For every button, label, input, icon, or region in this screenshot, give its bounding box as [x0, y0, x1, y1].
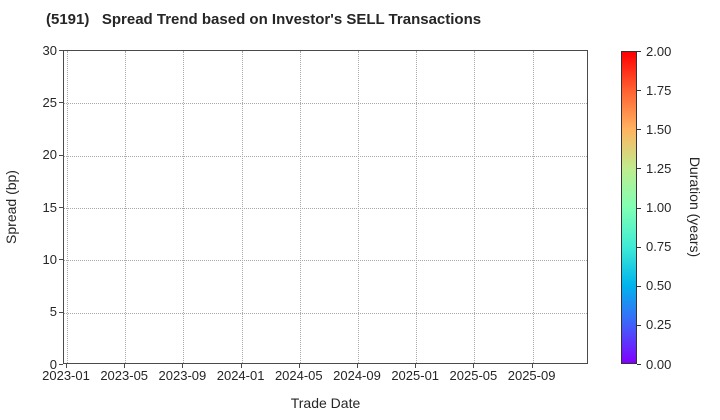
colorbar-tick-label: 0.75	[646, 239, 672, 255]
x-tick-label: 2023-09	[158, 368, 207, 383]
x-gridline	[67, 51, 68, 363]
colorbar-tick-label: 2.00	[646, 43, 672, 59]
colorbar-tick-label: 0.50	[646, 278, 672, 294]
y-tick-label: 15	[42, 199, 57, 215]
colorbar-tick-label: 1.25	[646, 160, 672, 176]
y-gridline	[64, 312, 587, 314]
y-tick-label: 20	[42, 147, 57, 163]
y-tick-mark	[59, 364, 63, 365]
y-gridline	[64, 155, 587, 157]
colorbar-tick-mark	[637, 168, 641, 170]
y-tick-mark	[59, 259, 63, 261]
x-tick-mark	[298, 364, 300, 368]
x-tick-mark	[66, 364, 67, 368]
colorbar-tick-mark	[637, 324, 641, 326]
x-tick-mark	[357, 364, 358, 368]
y-tick-mark	[59, 50, 63, 51]
x-gridline	[532, 51, 534, 363]
y-tick-label: 30	[42, 42, 57, 58]
x-gridline	[241, 51, 243, 363]
y-tick-label: 0	[49, 356, 57, 372]
x-tick-label: 2025-09	[507, 368, 556, 383]
chart-title: (5191) Spread Trend based on Investor's …	[46, 11, 482, 28]
x-tick-label: 2024-05	[274, 368, 323, 383]
x-gridline	[183, 51, 185, 363]
colorbar-tick-mark	[637, 207, 641, 209]
colorbar-tick-label: 0.00	[646, 356, 672, 372]
y-tick-mark	[59, 311, 63, 313]
y-tick-mark	[59, 102, 63, 104]
colorbar-tick-label: 1.50	[646, 121, 672, 137]
x-tick-mark	[240, 364, 242, 368]
y-tick-mark	[59, 207, 63, 208]
x-tick-label: 2024-01	[216, 368, 265, 383]
x-gridline	[299, 51, 301, 363]
colorbar-tick-mark	[637, 285, 641, 287]
colorbar-tick-label: 0.25	[646, 317, 672, 333]
colorbar	[621, 51, 637, 364]
x-tick-mark	[415, 364, 417, 368]
colorbar-tick-label: 1.75	[646, 82, 672, 98]
colorbar-tick-mark	[637, 90, 641, 92]
y-tick-label: 10	[42, 251, 57, 267]
x-tick-label: 2025-05	[449, 368, 498, 383]
y-gridline	[64, 260, 587, 262]
colorbar-tick-label: 1.00	[646, 200, 672, 215]
y-gridline	[64, 103, 587, 105]
x-tick-mark	[531, 364, 533, 368]
x-tick-mark	[182, 364, 184, 368]
x-gridline	[358, 51, 359, 363]
colorbar-tick-mark	[637, 364, 641, 365]
y-tick-label: 25	[42, 94, 57, 110]
x-gridline	[416, 51, 418, 363]
colorbar-tick-mark	[637, 246, 641, 248]
x-tick-mark	[473, 364, 475, 368]
x-axis-label: Trade Date	[290, 395, 361, 411]
y-tick-mark	[59, 154, 63, 156]
colorbar-tick-mark	[637, 129, 641, 131]
x-gridline	[474, 51, 476, 363]
y-tick-label: 5	[49, 304, 57, 320]
plot-area	[63, 50, 588, 364]
colorbar-tick-mark	[637, 51, 641, 52]
x-tick-label: 2024-09	[333, 368, 381, 383]
x-tick-mark	[124, 364, 126, 368]
x-tick-label: 2025-01	[391, 368, 440, 383]
y-gridline	[64, 208, 587, 209]
x-tick-label: 2023-01	[42, 368, 90, 383]
x-tick-label: 2023-05	[100, 368, 149, 383]
colorbar-label: Duration (years)	[687, 156, 703, 258]
x-gridline	[125, 51, 127, 363]
